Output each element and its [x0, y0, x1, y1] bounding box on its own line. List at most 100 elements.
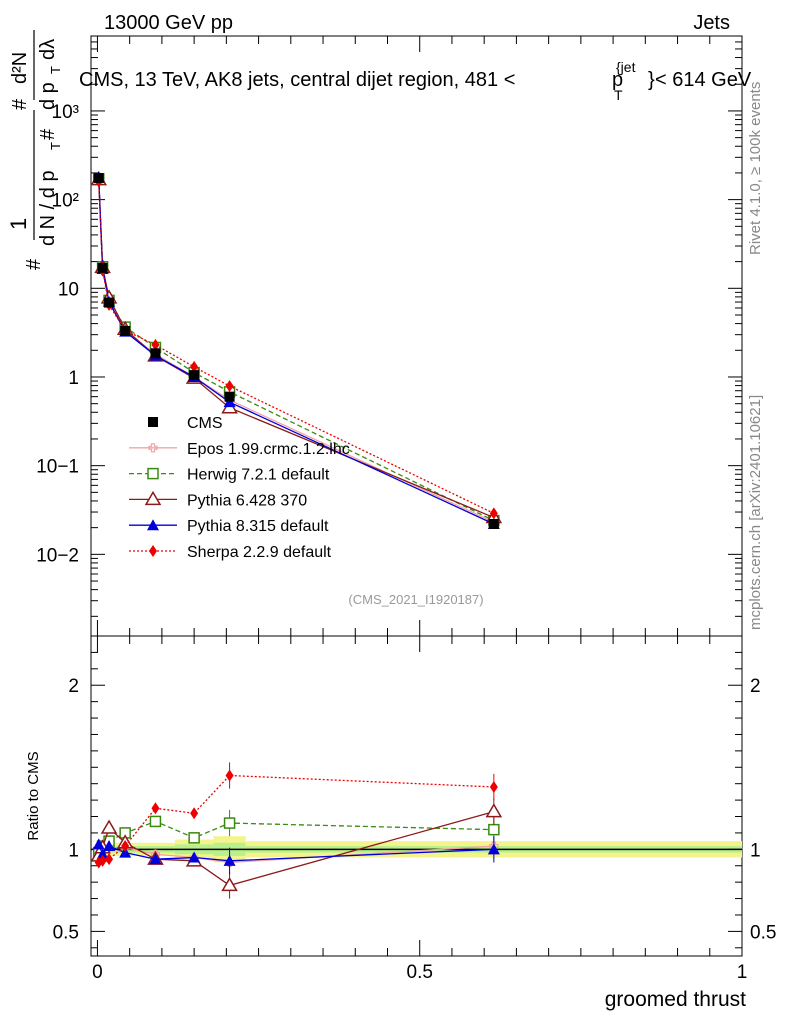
title-sup-close: }	[648, 69, 655, 91]
main-series	[90, 170, 503, 529]
series-line-herwig-7-2-1-default	[98, 178, 495, 522]
ratio-ytick-label-right: 1	[750, 840, 761, 861]
title-prefix: CMS, 13 TeV, AK8 jets, central dijet reg…	[79, 69, 515, 91]
legend-entry-cms: CMS	[148, 415, 223, 432]
mcplots-label: mcplots.cern.ch [arXiv:2401.10621]	[747, 395, 764, 630]
legend-marker-pythia-6-428-370	[144, 490, 162, 506]
main-ytick-label: 10²	[52, 191, 79, 212]
point-cms	[224, 391, 235, 402]
ratio-ytick-label-right: 0.5	[750, 922, 776, 943]
legend-label: Herwig 7.2.1 default	[187, 467, 330, 484]
ratio-point-pythia-6-428-370	[221, 876, 238, 892]
legend-entry-herwig-7-2-1-default: Herwig 7.2.1 default	[129, 467, 330, 484]
point-cms	[150, 348, 161, 359]
ratio-point-sherpa-2-2-9-default	[121, 840, 130, 853]
ratio-point-sherpa-2-2-9-default	[98, 854, 107, 867]
ratio-point-pythia-8-315-default	[92, 838, 105, 850]
point-sherpa-2-2-9-default	[225, 380, 234, 393]
legend-label: Epos 1.99.crmc.1.2.lhc	[187, 441, 350, 458]
legend-marker-sherpa-2-2-9-default	[149, 545, 157, 557]
ratio-ylabel: Ratio to CMS	[25, 751, 42, 840]
legend-label: Pythia 6.428 370	[187, 492, 307, 509]
ratio-point-sherpa-2-2-9-default	[105, 853, 114, 866]
ylabel-sub-1: T	[48, 142, 63, 150]
ratio-point-pythia-8-315-default	[119, 846, 132, 858]
point-sherpa-2-2-9-default	[489, 507, 498, 520]
ratio-ytick-label-left: 1	[68, 840, 79, 861]
ylabel-sub-2: T	[48, 66, 63, 74]
ratio-point-pythia-8-315-default	[149, 853, 162, 865]
point-pythia-8-315-default	[223, 396, 236, 408]
beam-label: 13000 GeV pp	[104, 12, 233, 34]
rivet-label: Rivet 4.1.0, ≥ 100k events	[747, 82, 764, 255]
point-sherpa-2-2-9-default	[190, 360, 199, 373]
ratio-ytick-label-left: 0.5	[53, 922, 79, 943]
ratio-xtick-label: 0	[92, 962, 103, 983]
title-sup: {jet	[616, 59, 636, 75]
ratio-xtick-label: 0.5	[407, 962, 433, 983]
main-ytick-label: 10	[58, 279, 79, 300]
ratio-series	[90, 762, 503, 899]
ylabel-numerator-1: 1	[6, 218, 31, 230]
ylabel-hash-1: #	[23, 258, 45, 270]
x-axis-label: groomed thrust	[605, 988, 746, 1011]
ratio-point-herwig-7-2-1-default	[149, 815, 162, 828]
ratio-point-pythia-8-315-default	[103, 840, 116, 852]
ylabel-hash-2: #	[37, 128, 59, 140]
legend-label: Sherpa 2.2.9 default	[187, 544, 332, 561]
ratio-point-sherpa-2-2-9-default	[151, 802, 160, 815]
point-cms	[189, 370, 200, 381]
ratio-point-sherpa-2-2-9-default	[190, 807, 199, 820]
ratio-point-herwig-7-2-1-default	[223, 817, 236, 829]
ratio-point-herwig-7-2-1-default	[488, 823, 500, 836]
ratio-point-pythia-8-315-default	[96, 848, 109, 860]
title-suffix: < 614 GeV	[655, 69, 752, 91]
legend-entry-pythia-6-428-370: Pythia 6.428 370	[129, 490, 307, 509]
title-sub: T	[614, 87, 623, 103]
legend-entry-epos-1-99-crmc-1-2-lhc: Epos 1.99.crmc.1.2.lhc	[129, 441, 350, 458]
ratio-ytick-label-right: 2	[750, 676, 761, 697]
ylabel-hash-3: #	[9, 98, 31, 110]
ratio-point-sherpa-2-2-9-default	[489, 780, 498, 793]
point-cms	[488, 518, 499, 529]
legend-entry-pythia-8-315-default: Pythia 8.315 default	[129, 518, 329, 535]
main-axes: 10−2 10−1 1 10 10² 10³	[36, 35, 743, 636]
main-ytick-label: 10³	[52, 102, 79, 123]
ratio-point-pythia-8-315-default	[487, 843, 500, 855]
legend: CMS Epos 1.99.crmc.1.2.lhc Herwig 7.2.1 de…	[129, 415, 350, 561]
legend-label: CMS	[187, 415, 223, 432]
ratio-point-pythia-8-315-default	[223, 854, 236, 866]
point-cms	[93, 173, 104, 184]
ratio-ytick-label-left: 2	[68, 676, 79, 697]
ratio-point-pythia-6-428-370	[100, 819, 118, 834]
main-ytick-label: 10−2	[36, 545, 79, 566]
point-cms	[104, 297, 115, 308]
point-sherpa-2-2-9-default	[151, 338, 160, 351]
plot-title: CMS, 13 TeV, AK8 jets, central dijet reg…	[79, 59, 752, 103]
ratio-point-sherpa-2-2-9-default	[225, 769, 234, 782]
point-cms	[120, 326, 131, 337]
ylabel-dp: d p	[37, 82, 59, 110]
ratio-point-pythia-8-315-default	[188, 851, 201, 863]
legend-marker-epos-1-99-crmc-1-2-lhc	[148, 443, 158, 453]
analysis-watermark: (CMS_2021_I1920187)	[348, 592, 483, 607]
series-line-sherpa-2-2-9-default	[98, 181, 495, 514]
legend-marker-pythia-8-315-default	[147, 519, 159, 531]
main-ylabel: # 1 d N / d p T # d²N # d p T dλ	[6, 30, 63, 270]
ylabel-d2n: d²N	[9, 52, 31, 84]
ratio-series-pythia-8-315-default	[92, 836, 500, 874]
legend-label: Pythia 8.315 default	[187, 518, 329, 535]
legend-entry-sherpa-2-2-9-default: Sherpa 2.2.9 default	[129, 544, 332, 561]
series-cms	[93, 173, 499, 529]
ratio-xtick-label: 1	[737, 962, 748, 983]
title-p: p	[612, 69, 623, 91]
ratio-point-pythia-6-428-370	[485, 803, 503, 818]
ratio-panel-frame	[90, 635, 743, 957]
jets-label: Jets	[693, 12, 730, 34]
main-ytick-label: 1	[68, 368, 79, 389]
legend-marker-cms	[148, 417, 158, 427]
legend-marker-herwig-7-2-1-default	[147, 467, 159, 480]
ylabel-dlambda: dλ	[37, 39, 59, 60]
ratio-series-sherpa-2-2-9-default	[94, 762, 498, 869]
